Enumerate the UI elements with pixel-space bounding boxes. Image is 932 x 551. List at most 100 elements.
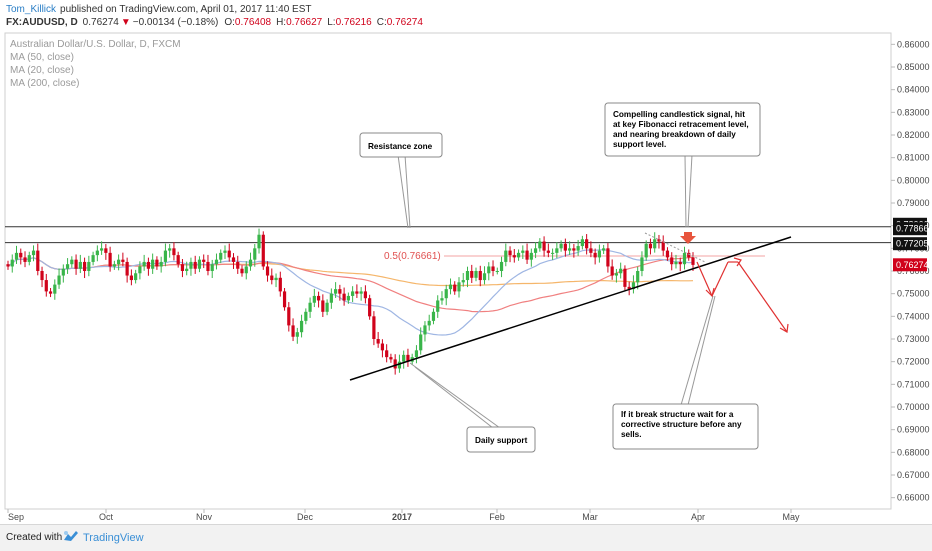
candle-body	[389, 357, 393, 360]
x-tick-label: Feb	[489, 512, 505, 522]
candle-body	[82, 261, 87, 271]
tradingview-logo-icon[interactable]	[62, 530, 80, 542]
candle-body	[563, 243, 567, 251]
candle-body	[568, 248, 572, 251]
fib-label: 0.5(0.76661)	[384, 251, 441, 262]
y-tick-label: 0.74000	[897, 311, 930, 321]
candle-body	[274, 277, 278, 281]
candle-body	[244, 266, 248, 274]
price-chart[interactable]: Tom_Killick published on TradingView.com,…	[0, 0, 932, 524]
candle-body	[240, 268, 244, 274]
tradingview-brand-link[interactable]: TradingView	[83, 532, 144, 544]
candle-body	[521, 250, 525, 253]
candle-body	[653, 239, 657, 249]
down-arrow-icon: ▼	[121, 17, 131, 28]
candle-body	[678, 261, 682, 265]
candle-body	[253, 248, 257, 260]
x-tick-label: 2017	[392, 512, 412, 522]
candle-body	[287, 307, 291, 326]
legend-ma50: MA (50, close)	[10, 52, 74, 63]
candle-body	[189, 261, 193, 269]
break-callout-pointer-b	[687, 295, 716, 406]
candle-body	[197, 259, 202, 269]
candle-body	[406, 354, 410, 362]
axis-price-label-4: 0.76274	[893, 258, 929, 272]
candle-body	[95, 250, 99, 256]
candle-body	[580, 239, 584, 247]
resistance-callout-pointer	[397, 154, 409, 229]
candle-body	[304, 311, 308, 321]
svg-text:0.77205: 0.77205	[896, 239, 929, 249]
candle-body	[495, 271, 499, 272]
y-tick-label: 0.86000	[897, 39, 930, 49]
candle-body	[40, 271, 44, 281]
candle-body	[359, 291, 363, 294]
candle-body	[278, 277, 282, 292]
candle-body	[87, 261, 91, 271]
candle-body	[393, 359, 397, 369]
support-callout-pointer	[414, 366, 494, 429]
candle-body	[525, 250, 529, 260]
candle-body	[368, 298, 372, 317]
candle-body	[457, 282, 461, 292]
candle-body	[168, 248, 172, 251]
axis-price-label-3: 0.77205	[893, 237, 929, 251]
candle-body	[138, 266, 142, 274]
candle-body	[631, 282, 636, 290]
candle-body	[108, 252, 112, 267]
signal-callout-pointer	[684, 154, 687, 228]
y-tick-label: 0.68000	[897, 447, 930, 457]
candle-body	[31, 250, 36, 256]
y-tick-label: 0.69000	[897, 425, 930, 435]
candle-body	[542, 241, 546, 251]
candle-body	[559, 243, 563, 249]
candle-body	[36, 250, 40, 271]
candle-body	[210, 264, 214, 271]
candle-body	[312, 295, 316, 303]
candle-body	[478, 271, 482, 281]
candle-body	[465, 271, 470, 281]
candle-body	[282, 291, 287, 308]
candle-body	[316, 295, 321, 301]
y-tick-label: 0.71000	[897, 379, 930, 389]
axis-price-label-2: 0.77866	[893, 222, 929, 236]
candle-body	[682, 252, 687, 265]
candle-body	[91, 255, 95, 262]
publish-line: Tom_Killick published on TradingView.com,…	[6, 4, 311, 15]
candle-body	[397, 361, 402, 369]
candle-body	[508, 250, 512, 256]
candle-body	[644, 243, 648, 258]
candle-body	[372, 316, 376, 339]
candle-body	[385, 350, 389, 358]
candle-body	[691, 257, 695, 265]
candle-body	[206, 261, 210, 271]
x-tick-label: Nov	[196, 512, 213, 522]
resistance-callout	[359, 132, 443, 158]
x-tick-label: Dec	[297, 512, 314, 522]
y-tick-label: 0.66000	[897, 493, 930, 503]
candle-body	[419, 334, 423, 351]
candle-body	[231, 257, 236, 262]
resistance-callout-text: Resistance zone	[368, 142, 433, 151]
candle-body	[214, 259, 219, 265]
candle-body	[155, 259, 159, 267]
candlestick-series	[6, 228, 695, 375]
candle-body	[674, 261, 678, 265]
ma50-line	[7, 256, 694, 313]
legend-ma20: MA (20, close)	[10, 65, 74, 76]
candle-body	[597, 250, 601, 258]
candle-body	[129, 275, 133, 281]
candle-body	[299, 320, 304, 333]
y-tick-label: 0.84000	[897, 85, 930, 95]
support-callout-text: Daily support	[475, 436, 528, 445]
candle-body	[321, 300, 325, 312]
x-tick-label: Apr	[691, 512, 705, 522]
candle-body	[661, 241, 665, 251]
candle-body	[657, 239, 661, 242]
y-axis-ticks: 0.86000 0.85000 0.84000 0.83000 0.82000 0.810…	[891, 39, 930, 503]
candle-body	[627, 286, 631, 290]
candle-body	[351, 291, 355, 296]
candle-body	[163, 250, 168, 262]
candle-body	[53, 284, 57, 294]
candle-body	[265, 266, 270, 276]
